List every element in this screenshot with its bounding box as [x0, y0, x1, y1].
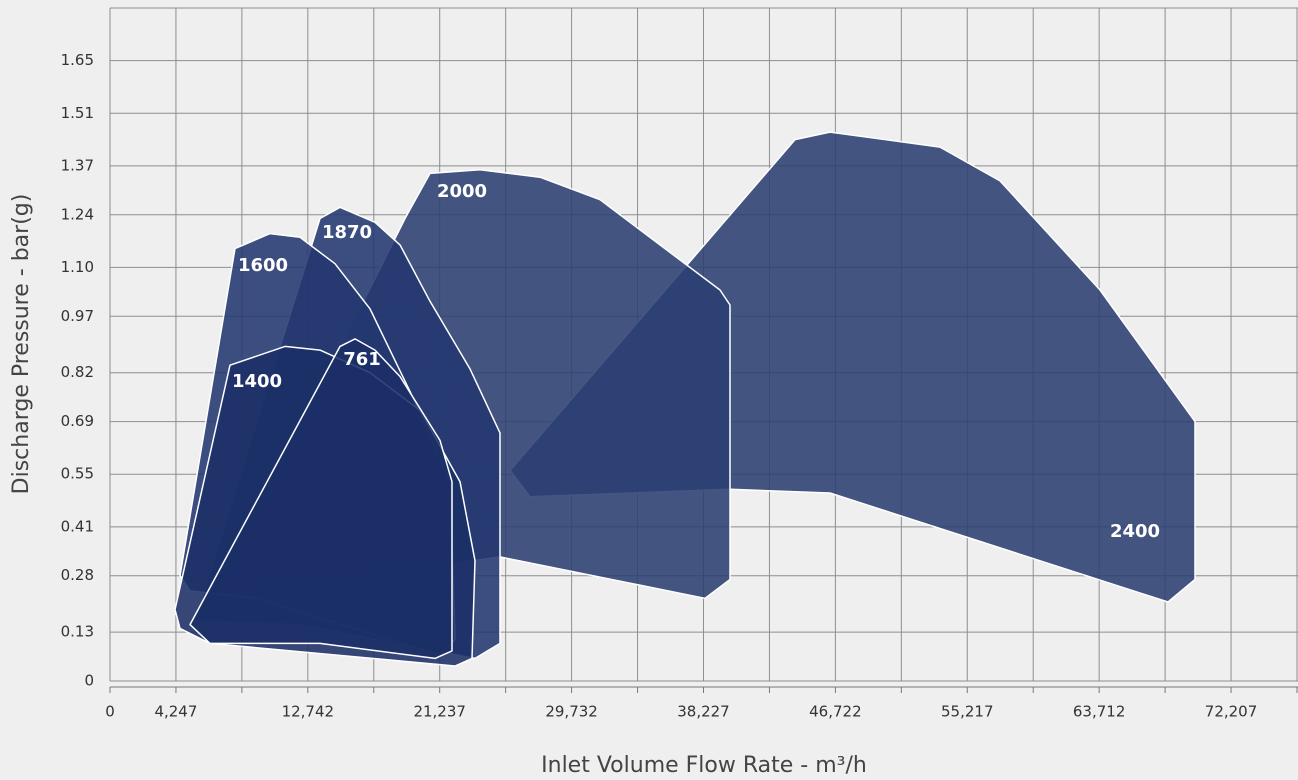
region-label: 761: [343, 349, 381, 370]
y-tick-label: 0.28: [61, 566, 94, 584]
y-tick-label: 0.13: [61, 623, 94, 641]
region-label: 2400: [1110, 521, 1160, 542]
y-tick-label: 0.97: [61, 307, 94, 325]
y-axis-title: Discharge Pressure - bar(g): [9, 194, 34, 495]
x-tick-label: 0: [105, 703, 115, 721]
y-tick-label: 1.65: [61, 51, 94, 69]
region: [189, 338, 453, 660]
x-tick-label: 55,217: [941, 703, 994, 721]
y-tick-label: 1.37: [61, 156, 94, 174]
y-tick-label: 0.69: [61, 412, 94, 430]
x-tick-label: 21,237: [413, 703, 466, 721]
y-tick-label: 0.55: [61, 465, 94, 483]
y-tick-label: 1.10: [61, 258, 94, 276]
y-tick-label: 0.82: [61, 363, 94, 381]
region-label: 1400: [232, 371, 282, 392]
x-tick-label: 63,712: [1073, 703, 1126, 721]
x-axis-title: Inlet Volume Flow Rate - m³/h: [541, 753, 867, 778]
x-tick-label: 38,227: [677, 703, 730, 721]
x-tick-label: 72,207: [1205, 703, 1258, 721]
region-label: 1600: [238, 255, 288, 276]
x-tick-label: 46,722: [809, 703, 862, 721]
region-label: 2000: [437, 181, 487, 202]
y-tick-label: 1.51: [61, 104, 94, 122]
y-tick-label: 0: [84, 672, 94, 690]
x-tick-label: 29,732: [545, 703, 598, 721]
x-tick-label: 4,247: [154, 703, 197, 721]
x-tick-label: 12,742: [282, 703, 335, 721]
y-tick-label: 0.41: [61, 517, 94, 535]
y-tick-label: 1.24: [61, 205, 94, 223]
region-label: 1870: [322, 222, 372, 243]
